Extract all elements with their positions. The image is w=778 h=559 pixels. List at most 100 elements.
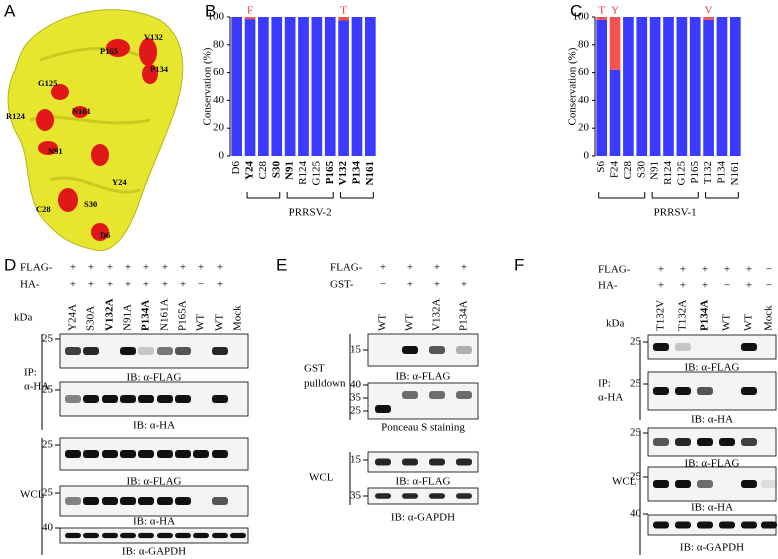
- band: [697, 480, 713, 488]
- condition-sign: +: [702, 280, 708, 292]
- y-tick-label: 80: [213, 38, 225, 50]
- condition-sign: +: [658, 280, 664, 292]
- band: [120, 347, 136, 355]
- panel-label: E: [276, 255, 287, 274]
- lane-label: Y24A: [67, 304, 79, 331]
- band: [212, 395, 228, 403]
- residue-label: C28: [36, 204, 51, 214]
- condition-sign: +: [125, 262, 131, 274]
- lane-label: N91A: [122, 304, 134, 331]
- blot-caption: IB: α-GAPDH: [122, 546, 186, 558]
- condition-sign: +: [70, 262, 76, 274]
- residue-label: D6: [100, 230, 110, 240]
- lane-label: WT: [743, 314, 755, 331]
- band: [212, 532, 228, 539]
- band: [65, 347, 81, 355]
- x-tick-label: P165: [689, 161, 701, 184]
- condition-sign: +: [658, 264, 664, 276]
- mutation-label: F: [247, 5, 253, 17]
- condition-sign: +: [434, 262, 440, 274]
- group-label: WCL: [20, 489, 45, 501]
- group-label: GST: [304, 363, 325, 375]
- x-tick-label: S30: [635, 161, 647, 179]
- condition-label: HA-: [598, 280, 618, 292]
- band: [65, 395, 81, 403]
- band: [675, 343, 691, 351]
- blot-caption: IB: α-FLAG: [685, 458, 740, 470]
- band: [120, 450, 136, 458]
- band: [193, 450, 209, 458]
- band: [697, 387, 713, 395]
- band: [675, 521, 691, 529]
- band: [175, 347, 191, 355]
- x-tick-label: N91: [284, 161, 296, 180]
- bar-segment: [324, 17, 336, 156]
- group-label: pulldown: [304, 378, 346, 390]
- y-tick-label: 60: [213, 66, 225, 78]
- patch: [106, 39, 130, 57]
- band: [429, 493, 445, 499]
- group-label: α-HA: [24, 381, 49, 393]
- band: [402, 493, 418, 499]
- blot-strip: [367, 451, 479, 473]
- lane-label: WT: [377, 314, 389, 331]
- blot-caption: IB: α-FLAG: [396, 371, 451, 383]
- y-tick-label: 100: [573, 11, 590, 23]
- band: [741, 387, 757, 395]
- lane-label: WT: [195, 314, 207, 331]
- y-tick-label: 60: [578, 66, 590, 78]
- blot-caption: IB: α-HA: [691, 414, 733, 426]
- panel-label: D: [4, 255, 16, 274]
- lane-label: WT: [404, 314, 416, 331]
- bar-segment: [351, 17, 363, 156]
- bar-segment: [271, 17, 283, 156]
- lane-label: V132A: [431, 299, 443, 331]
- residue-label: N91: [48, 146, 63, 156]
- band: [138, 450, 154, 458]
- band: [212, 450, 228, 458]
- group-label: IP:: [598, 378, 611, 390]
- y-tick-label: 100: [208, 11, 225, 23]
- patch: [38, 141, 58, 155]
- condition-sign: +: [88, 262, 94, 274]
- band: [402, 458, 418, 466]
- y-tick-label: 20: [213, 122, 225, 134]
- band: [653, 480, 669, 488]
- lane-label: P134A: [458, 300, 470, 331]
- blot-strip: [367, 333, 479, 367]
- band: [102, 450, 118, 458]
- band: [675, 387, 691, 395]
- patch: [91, 223, 109, 241]
- patch: [36, 109, 54, 131]
- lane-label: WT: [214, 314, 226, 331]
- x-tick-label: D6: [230, 161, 242, 175]
- band: [102, 395, 118, 403]
- condition-sign: −: [724, 280, 730, 292]
- marker-label: 40: [42, 522, 54, 534]
- marker-label: 25: [630, 378, 642, 390]
- lane-label: WT: [721, 314, 733, 331]
- condition-sign: +: [680, 264, 686, 276]
- patch: [72, 106, 88, 118]
- bar-segment: [231, 17, 243, 156]
- residue-label: Y24: [112, 177, 127, 187]
- bar-segment: [609, 69, 621, 156]
- y-tick-label: 80: [578, 38, 590, 50]
- y-tick-label: 0: [219, 150, 225, 162]
- condition-sign: +: [217, 262, 223, 274]
- band: [375, 493, 391, 499]
- condition-sign: −: [198, 279, 204, 291]
- band: [761, 480, 777, 488]
- band: [697, 438, 713, 446]
- band: [65, 497, 81, 505]
- band: [120, 532, 136, 539]
- band: [429, 346, 445, 354]
- blot-caption: IB: α-GAPDH: [680, 542, 744, 554]
- mutation-label: T: [598, 5, 605, 17]
- x-tick-label: C28: [622, 161, 634, 180]
- band: [402, 391, 418, 399]
- lane-label: P165A: [177, 300, 189, 331]
- band: [157, 347, 173, 355]
- marker-label: 25: [630, 471, 642, 483]
- bar-segment: [596, 17, 608, 20]
